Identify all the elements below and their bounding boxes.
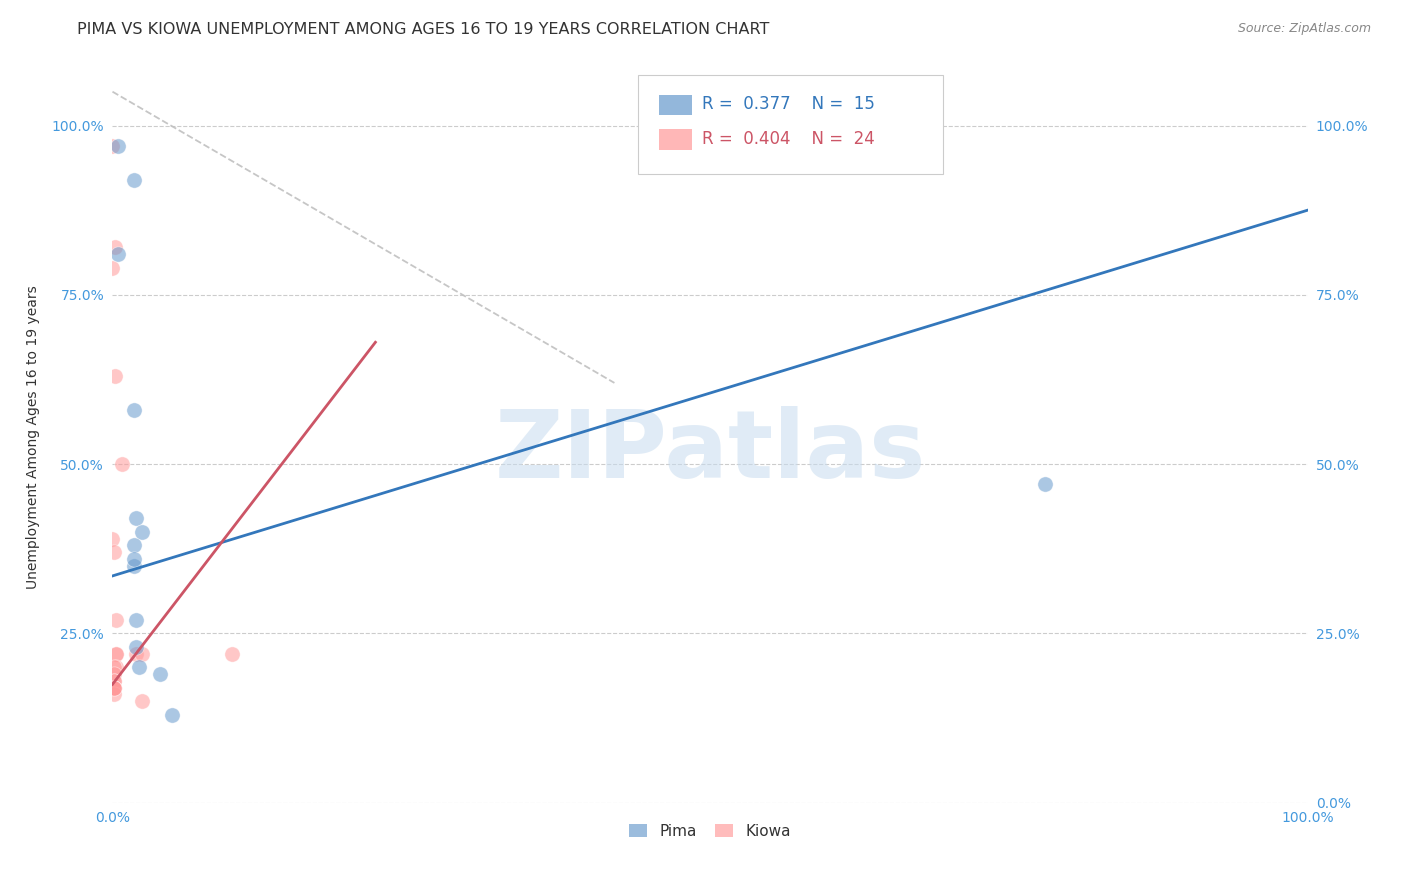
FancyBboxPatch shape: [658, 95, 692, 115]
FancyBboxPatch shape: [638, 75, 943, 174]
Text: R =  0.404    N =  24: R = 0.404 N = 24: [702, 129, 875, 148]
Legend: Pima, Kiowa: Pima, Kiowa: [621, 816, 799, 847]
FancyBboxPatch shape: [658, 129, 692, 150]
Text: PIMA VS KIOWA UNEMPLOYMENT AMONG AGES 16 TO 19 YEARS CORRELATION CHART: PIMA VS KIOWA UNEMPLOYMENT AMONG AGES 16…: [77, 22, 769, 37]
Text: ZIPatlas: ZIPatlas: [495, 406, 925, 498]
Text: R =  0.377    N =  15: R = 0.377 N = 15: [702, 95, 875, 113]
Text: Source: ZipAtlas.com: Source: ZipAtlas.com: [1237, 22, 1371, 36]
Y-axis label: Unemployment Among Ages 16 to 19 years: Unemployment Among Ages 16 to 19 years: [27, 285, 41, 589]
